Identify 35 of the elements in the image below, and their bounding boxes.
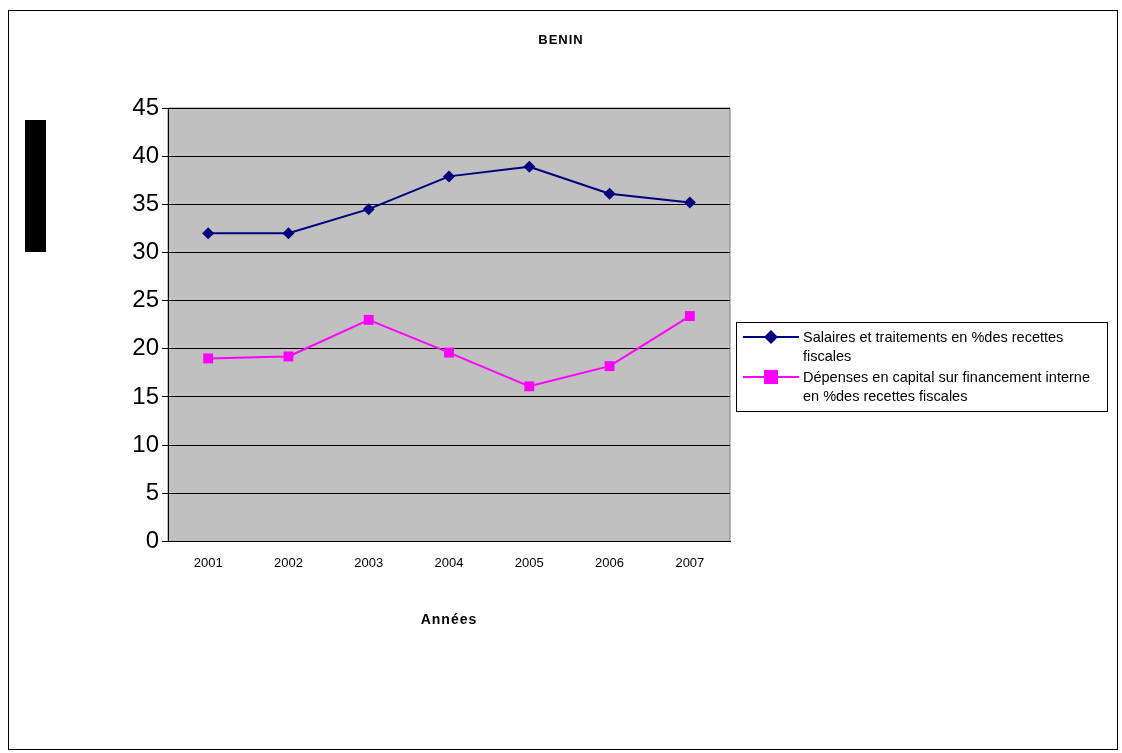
y-tick-label: 20 xyxy=(132,333,159,361)
point xyxy=(443,170,455,183)
point xyxy=(603,187,616,200)
x-tick-label: 2007 xyxy=(675,554,705,570)
point xyxy=(362,203,375,216)
point xyxy=(444,347,454,358)
x-tick-label: 2006 xyxy=(595,554,625,570)
x-axis-title: Années xyxy=(419,611,479,627)
legend-label: Dépenses en capital sur financement interne en %des recettes fiscales xyxy=(803,368,1091,406)
point xyxy=(203,353,214,364)
x-tick-label: 2005 xyxy=(514,554,544,570)
point xyxy=(684,311,695,321)
x-tick-label: 2003 xyxy=(354,554,384,570)
legend-label: Salaires et traitements en %des recettes fiscales xyxy=(803,328,1065,366)
point xyxy=(202,227,215,240)
y-tick-label: 5 xyxy=(145,477,159,505)
point xyxy=(524,381,535,392)
y-tick-label: 10 xyxy=(132,429,159,457)
point xyxy=(283,351,294,362)
point xyxy=(282,227,295,240)
y-tick-label: 35 xyxy=(132,188,159,216)
chart-title: BENIN xyxy=(537,32,585,47)
y-tick-label: 40 xyxy=(132,140,159,168)
y-tick-label: 15 xyxy=(132,381,159,409)
x-tick-label: 2004 xyxy=(434,554,464,570)
y-tick-label: 25 xyxy=(132,285,159,313)
point xyxy=(604,361,615,372)
point xyxy=(363,314,374,325)
x-tick-label: 2002 xyxy=(273,554,303,570)
y-tick-label: 0 xyxy=(145,526,159,554)
y-tick-label: 30 xyxy=(132,237,159,265)
x-tick-label: 2001 xyxy=(193,554,223,570)
point xyxy=(523,160,536,173)
y-tick-label: 45 xyxy=(132,92,159,120)
point xyxy=(683,196,696,209)
